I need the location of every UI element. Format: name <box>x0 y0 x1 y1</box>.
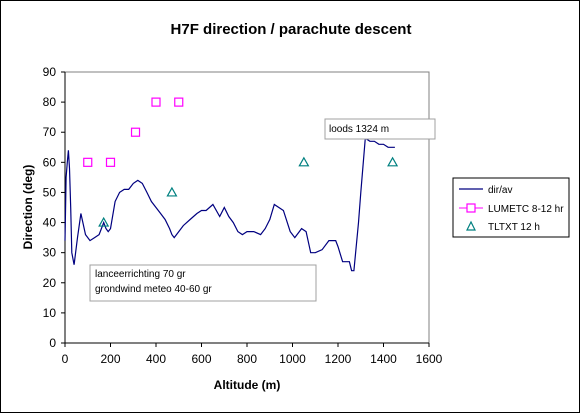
legend: dir/av LUMETC 8-12 hr TLTXT 12 h <box>452 177 570 238</box>
x-axis-title: Altitude (m) <box>214 378 281 392</box>
annotation-launch-info: lanceerrichting 70 gr grondwind meteo 40… <box>89 264 317 302</box>
series-lumetc <box>83 97 184 167</box>
y-tick-label: 20 <box>43 276 57 290</box>
data-point-lumetc <box>174 97 184 107</box>
y-tick-label: 50 <box>43 185 57 199</box>
legend-triangle-marker <box>466 220 476 231</box>
x-tick-label: 800 <box>237 352 257 366</box>
y-tick-label: 30 <box>43 246 57 260</box>
x-tick-label: 1400 <box>370 352 397 366</box>
annotation-text-line1: lanceerrichting 70 gr <box>95 269 186 280</box>
y-tick-label: 0 <box>49 336 56 350</box>
data-point-lumetc <box>105 157 116 167</box>
x-tick-label: 1600 <box>416 352 443 366</box>
annotation-box <box>324 118 436 140</box>
annotation-box <box>89 264 317 302</box>
legend-label-tltxt: TLTXT 12 h <box>488 222 540 233</box>
y-tick-label: 70 <box>43 125 57 139</box>
x-tick-label: 600 <box>191 352 211 366</box>
annotation-text: loods 1324 m <box>329 124 389 135</box>
legend-square-marker <box>466 203 476 213</box>
x-axis: 0 200 400 600 800 1000 1200 1400 1600 <box>62 342 443 366</box>
x-tick-label: 0 <box>62 352 69 366</box>
legend-label-dir-av: dir/av <box>488 185 512 196</box>
data-point-tltxt <box>166 186 178 197</box>
data-point-tltxt <box>98 216 110 227</box>
y-tick-label: 40 <box>43 216 57 230</box>
x-tick-label: 1200 <box>325 352 352 366</box>
y-axis-title: Direction (deg) <box>21 165 35 250</box>
plot-area <box>64 71 430 344</box>
y-axis: 0 10 20 30 40 50 60 70 80 90 <box>43 65 66 350</box>
data-point-tltxt <box>298 156 310 167</box>
y-tick-label: 60 <box>43 155 57 169</box>
data-point-lumetc <box>83 157 93 167</box>
y-tick-label: 90 <box>43 65 57 79</box>
data-point-lumetc <box>130 127 141 137</box>
series-dir-av <box>64 137 395 272</box>
y-tick-label: 10 <box>43 306 57 320</box>
series-line-dir-av <box>64 137 395 272</box>
x-tick-label: 1000 <box>279 352 306 366</box>
chart-title: H7F direction / parachute descent <box>171 21 412 38</box>
x-tick-label: 400 <box>146 352 166 366</box>
x-tick-label: 200 <box>100 352 120 366</box>
data-point-lumetc <box>151 97 161 107</box>
annotation-text-line2: grondwind meteo 40-60 gr <box>95 284 212 295</box>
y-tick-label: 80 <box>43 95 57 109</box>
annotation-loods: loods 1324 m <box>324 118 436 140</box>
data-point-tltxt <box>387 156 399 167</box>
legend-label-lumetc: LUMETC 8-12 hr <box>488 204 564 215</box>
series-tltxt <box>98 156 399 227</box>
